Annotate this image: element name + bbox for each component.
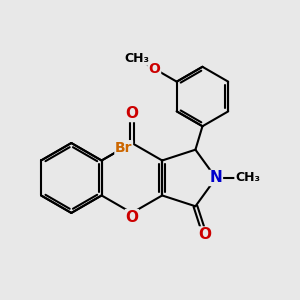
Text: CH₃: CH₃ [235,172,260,184]
Text: CH₃: CH₃ [124,52,149,65]
Text: O: O [125,106,138,122]
Text: O: O [125,210,138,225]
Text: N: N [210,170,222,185]
Text: O: O [198,227,211,242]
Text: Br: Br [115,141,133,155]
Text: O: O [149,62,161,76]
